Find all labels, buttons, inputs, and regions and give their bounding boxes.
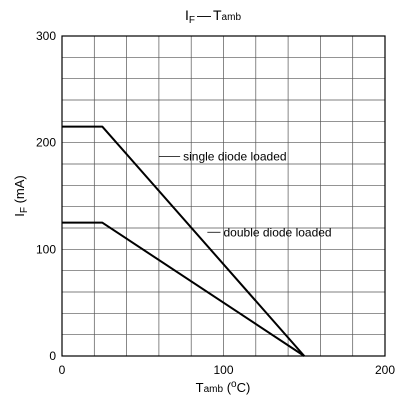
annotations: single diode loaded double diode loaded [158, 150, 332, 239]
y-axis-label: IF (mA) [12, 175, 30, 217]
series-line-2 [62, 221, 305, 357]
chart-title: IF — Tamb [185, 7, 241, 26]
y-tick-label: 0 [49, 349, 56, 363]
x-axis-label: Tamb (oC) [196, 379, 251, 395]
x-tick-label: 0 [59, 363, 66, 377]
x-tick-label: 100 [213, 363, 233, 377]
y-tick-label: 300 [36, 29, 56, 43]
grid [62, 36, 385, 356]
annotation-label-2: double diode loaded [224, 225, 332, 239]
x-tick-label: 200 [375, 363, 395, 377]
y-tick-label: 200 [36, 136, 56, 150]
plot-frame [61, 35, 386, 357]
series-group [62, 125, 306, 357]
y-tick-label: 100 [36, 242, 56, 256]
annotation-label-1: single diode loaded [183, 150, 286, 164]
tick-labels: 0 100 200 300 0 100 200 [36, 29, 395, 377]
series-line-1 [62, 125, 306, 357]
